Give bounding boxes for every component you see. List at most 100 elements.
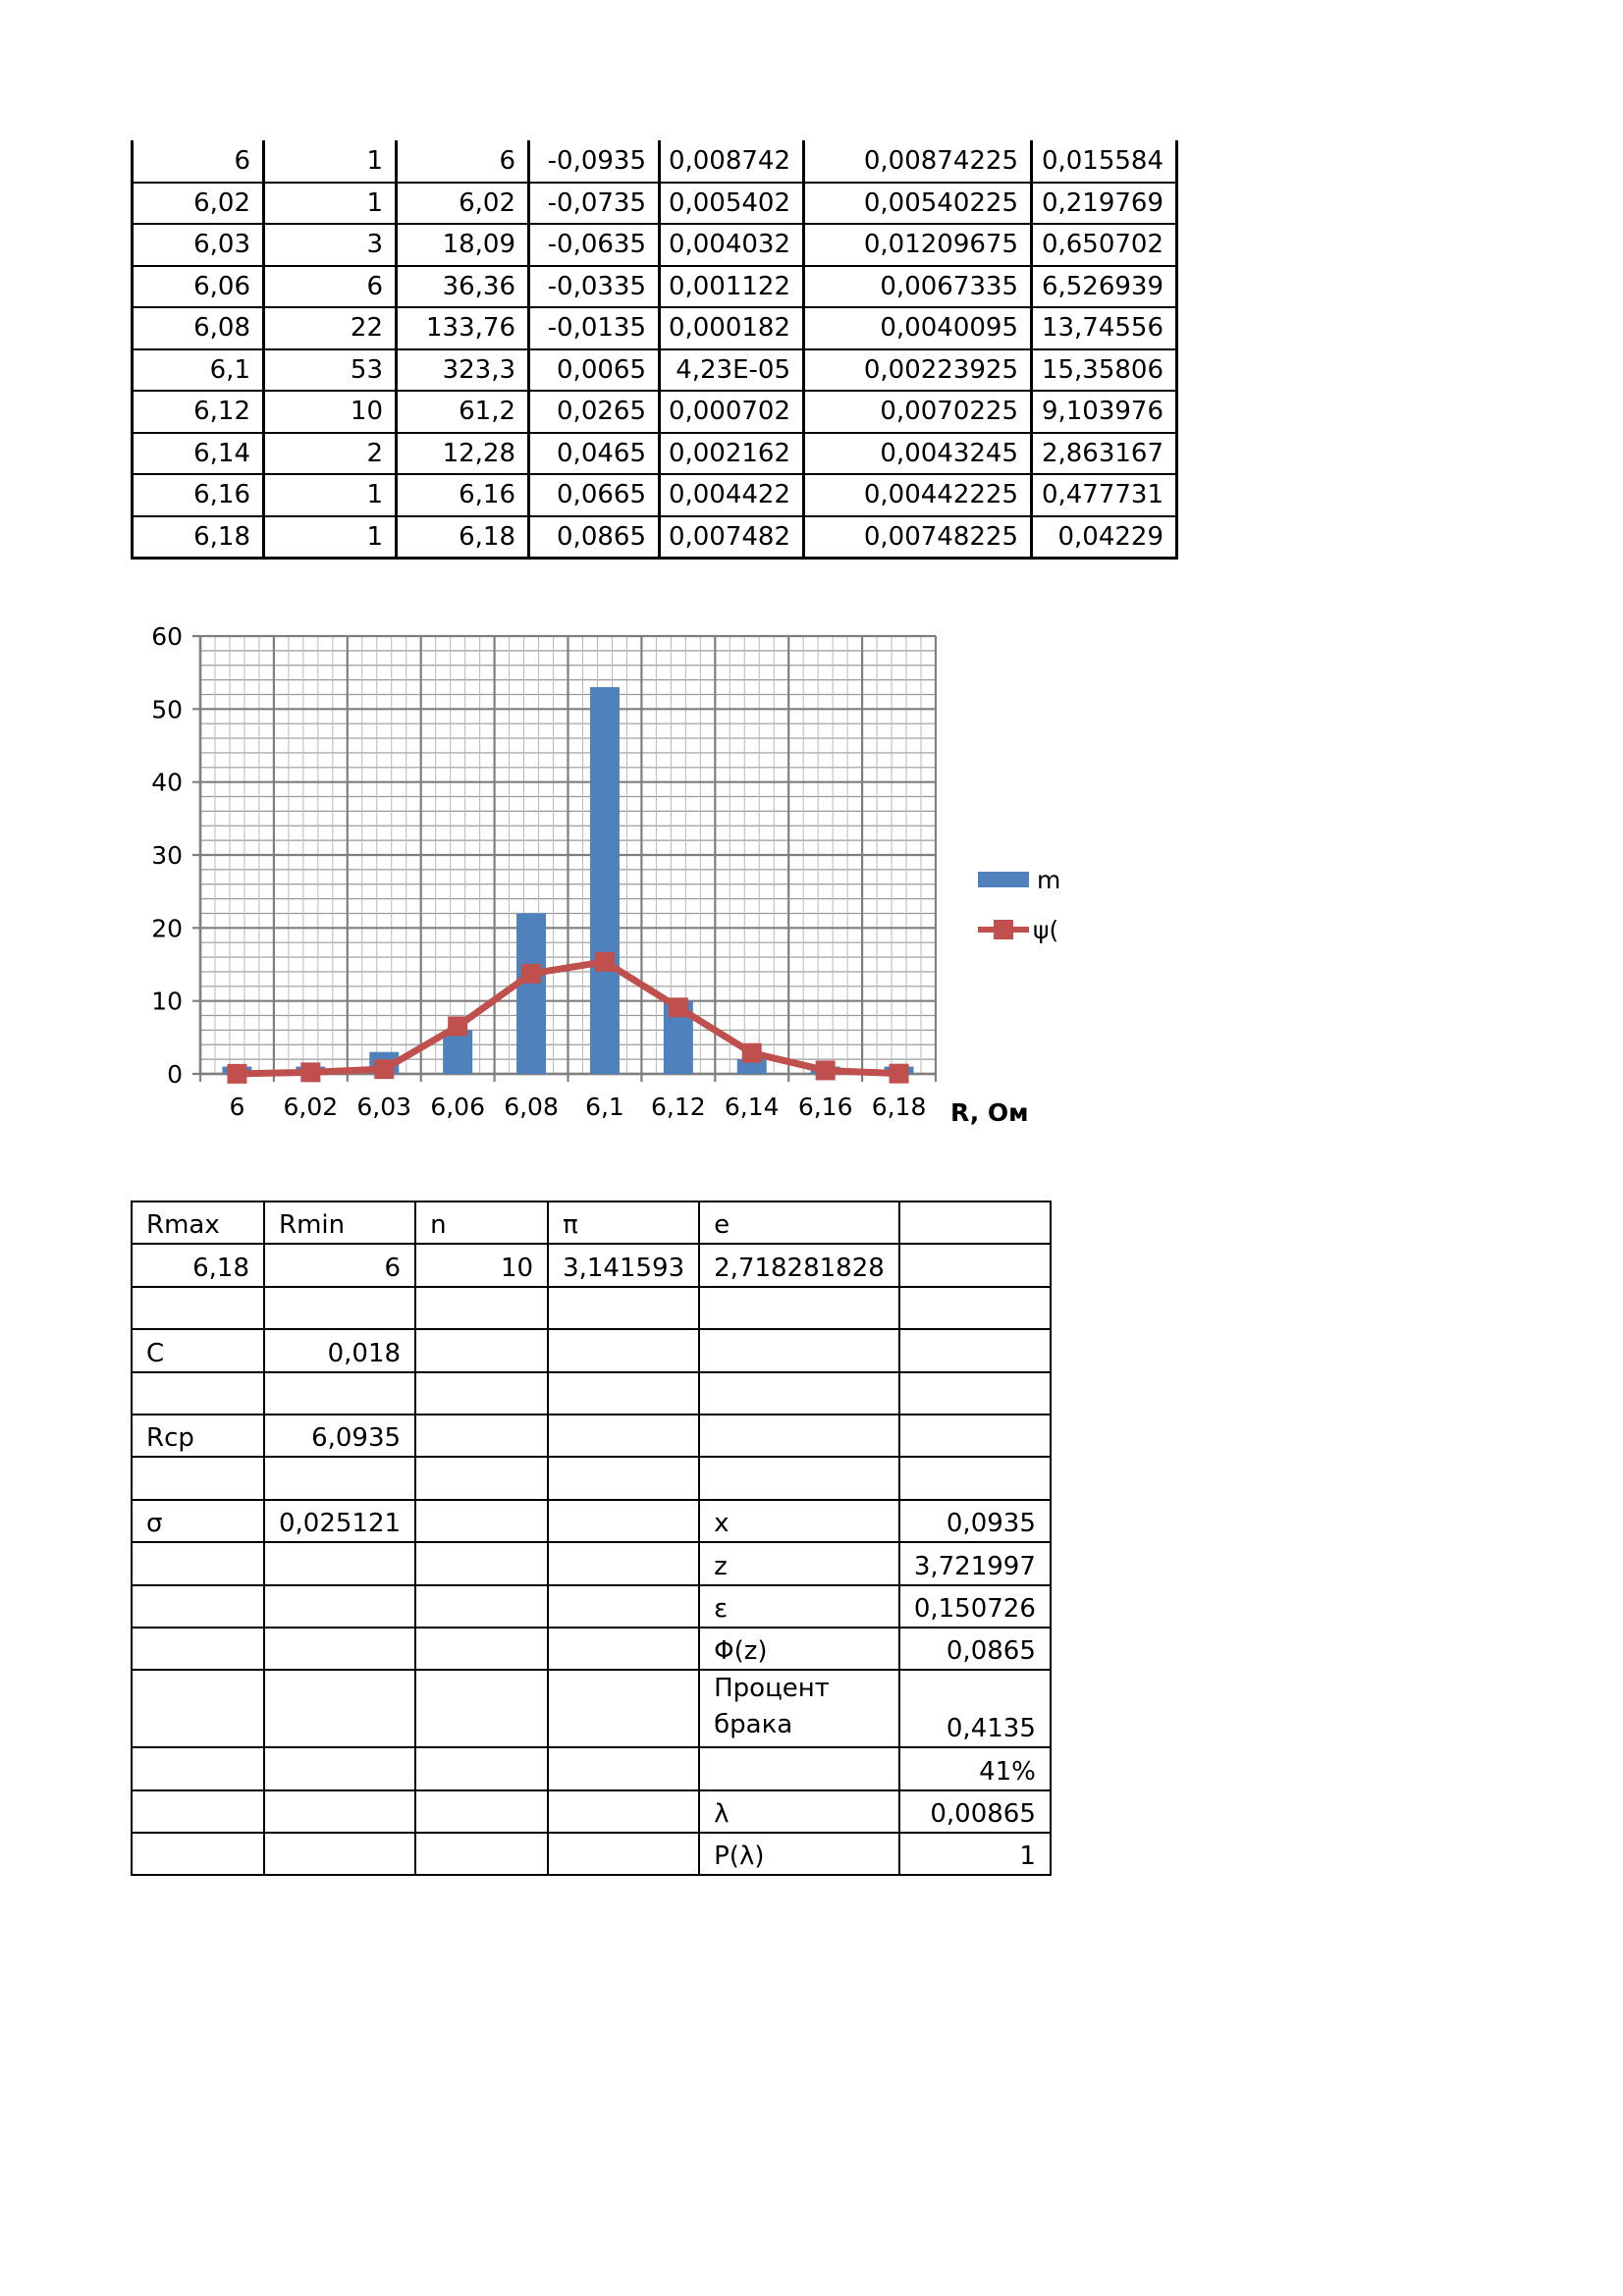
table-cell: 0,00540225 <box>803 182 1033 225</box>
table-cell <box>131 1789 265 1835</box>
table-cell <box>547 1370 701 1415</box>
table-row <box>131 1456 1052 1501</box>
table-cell <box>547 1789 701 1835</box>
table-cell: 1 <box>263 140 398 184</box>
table-cell: 1 <box>263 474 398 517</box>
table-cell: -0,0135 <box>528 307 661 350</box>
table-cell <box>414 1669 550 1749</box>
table-cell <box>414 1456 550 1501</box>
table-cell: 41% <box>897 1746 1052 1791</box>
table-cell <box>897 1243 1052 1288</box>
table-cell: 3,141593 <box>547 1243 701 1288</box>
table-row <box>131 1370 1052 1415</box>
table-cell <box>414 1583 550 1629</box>
table-row: 6,18 1 6,18 0,0865 0,007482 0,00748225 0,04229 <box>131 515 1178 560</box>
table-cell: 0,004422 <box>659 474 805 517</box>
table-cell: 12,28 <box>396 432 530 475</box>
table-cell: 0,0465 <box>528 432 661 475</box>
table-cell: 2,718281828 <box>698 1243 900 1288</box>
table-cell: 6 <box>131 140 265 184</box>
table-cell: 323,3 <box>396 348 530 392</box>
table-cell <box>262 1541 417 1586</box>
table-row: 6,18 6 10 3,141593 2,718281828 <box>131 1243 1052 1288</box>
table-cell: 6,0935 <box>262 1413 417 1459</box>
table-cell: 22 <box>263 307 398 350</box>
table-cell <box>131 1669 265 1749</box>
table-cell: 53 <box>263 348 398 392</box>
table-cell <box>414 1626 550 1672</box>
table-cell: 6 <box>263 265 398 308</box>
table-row: 6,06 6 36,36 -0,0335 0,001122 0,0067335 6,5269… <box>131 265 1178 308</box>
x-tick-label: 6,12 <box>651 1093 706 1121</box>
table-cell <box>131 1370 265 1415</box>
table-cell: 0,0040095 <box>803 307 1033 350</box>
table-row: Процент брака 0,4135 <box>131 1669 1052 1749</box>
table-row: P(λ) 1 <box>131 1832 1052 1877</box>
line-point <box>741 1042 762 1063</box>
table-cell <box>262 1456 417 1501</box>
table-row <box>131 1285 1052 1331</box>
y-tick-label: 10 <box>151 988 183 1016</box>
table-row: 6,03 3 18,09 -0,0635 0,004032 0,01209675 0,650… <box>131 224 1178 267</box>
table-cell <box>547 1669 701 1749</box>
table-cell: π <box>547 1200 701 1246</box>
table-row: 6,1 53 323,3 0,0065 4,23E-05 0,00223925 15,358… <box>131 348 1178 392</box>
table-cell: 0,000702 <box>659 391 805 434</box>
table-cell: n <box>414 1200 550 1246</box>
table-cell <box>698 1746 900 1791</box>
table-cell <box>897 1413 1052 1459</box>
table-cell: 6,16 <box>396 474 530 517</box>
table-cell: 3,721997 <box>897 1541 1052 1586</box>
table-cell: Процент брака <box>698 1669 900 1749</box>
table-cell: 6,18 <box>131 1243 265 1288</box>
x-tick-label: 6,14 <box>725 1093 780 1121</box>
table-row: Φ(z) 0,0865 <box>131 1626 1052 1672</box>
line-point <box>594 951 615 972</box>
table-cell <box>262 1626 417 1672</box>
table-cell: 61,2 <box>396 391 530 434</box>
table-cell: 6,18 <box>131 515 265 560</box>
table-cell: 6 <box>262 1243 417 1288</box>
x-tick-label: 6,02 <box>284 1093 339 1121</box>
y-tick-label: 30 <box>151 841 183 870</box>
table-cell: 13,74556 <box>1031 307 1178 350</box>
table-cell: 0,0043245 <box>803 432 1033 475</box>
table-row: Rmax Rmin n π e <box>131 1200 1052 1246</box>
table-cell <box>414 1413 550 1459</box>
table-cell <box>131 1456 265 1501</box>
table-cell: 10 <box>263 391 398 434</box>
table-cell: P(λ) <box>698 1832 900 1877</box>
table-cell <box>414 1498 550 1544</box>
table-cell <box>547 1541 701 1586</box>
table-cell: -0,0335 <box>528 265 661 308</box>
chart-legend: mj ψ(Ri) <box>978 866 1060 944</box>
table-cell <box>547 1456 701 1501</box>
table-cell: 0,000182 <box>659 307 805 350</box>
legend-marker <box>994 920 1013 939</box>
line-point <box>521 963 542 984</box>
y-tick-label: 20 <box>151 914 183 942</box>
bar-mj <box>589 687 620 1074</box>
table-row: z 3,721997 <box>131 1541 1052 1586</box>
table-cell: 0,008742 <box>659 140 805 184</box>
y-tick-label: 60 <box>151 622 183 651</box>
table-cell: 0,650702 <box>1031 224 1178 267</box>
table-cell: 0,00223925 <box>803 348 1033 392</box>
table-row: 6,12 10 61,2 0,0265 0,000702 0,0070225 9,10397… <box>131 391 1178 434</box>
table-cell: x <box>698 1498 900 1544</box>
x-tick-label: 6,08 <box>504 1093 559 1121</box>
table-cell <box>262 1583 417 1629</box>
table-cell <box>414 1285 550 1331</box>
table-cell <box>698 1328 900 1373</box>
table-cell: 6,16 <box>131 474 265 517</box>
y-tick-label: 50 <box>151 695 183 723</box>
legend-swatch-mj <box>978 872 1029 887</box>
table-cell: 0,005402 <box>659 182 805 225</box>
table-row: C 0,018 <box>131 1328 1052 1373</box>
table-row: 6 1 6 -0,0935 0,008742 0,00874225 0,015584 <box>131 140 1178 184</box>
table-cell: 6,12 <box>131 391 265 434</box>
table-row: ε 0,150726 <box>131 1583 1052 1629</box>
line-point <box>668 997 688 1018</box>
legend-label: mj <box>1037 866 1060 894</box>
table-cell <box>698 1456 900 1501</box>
